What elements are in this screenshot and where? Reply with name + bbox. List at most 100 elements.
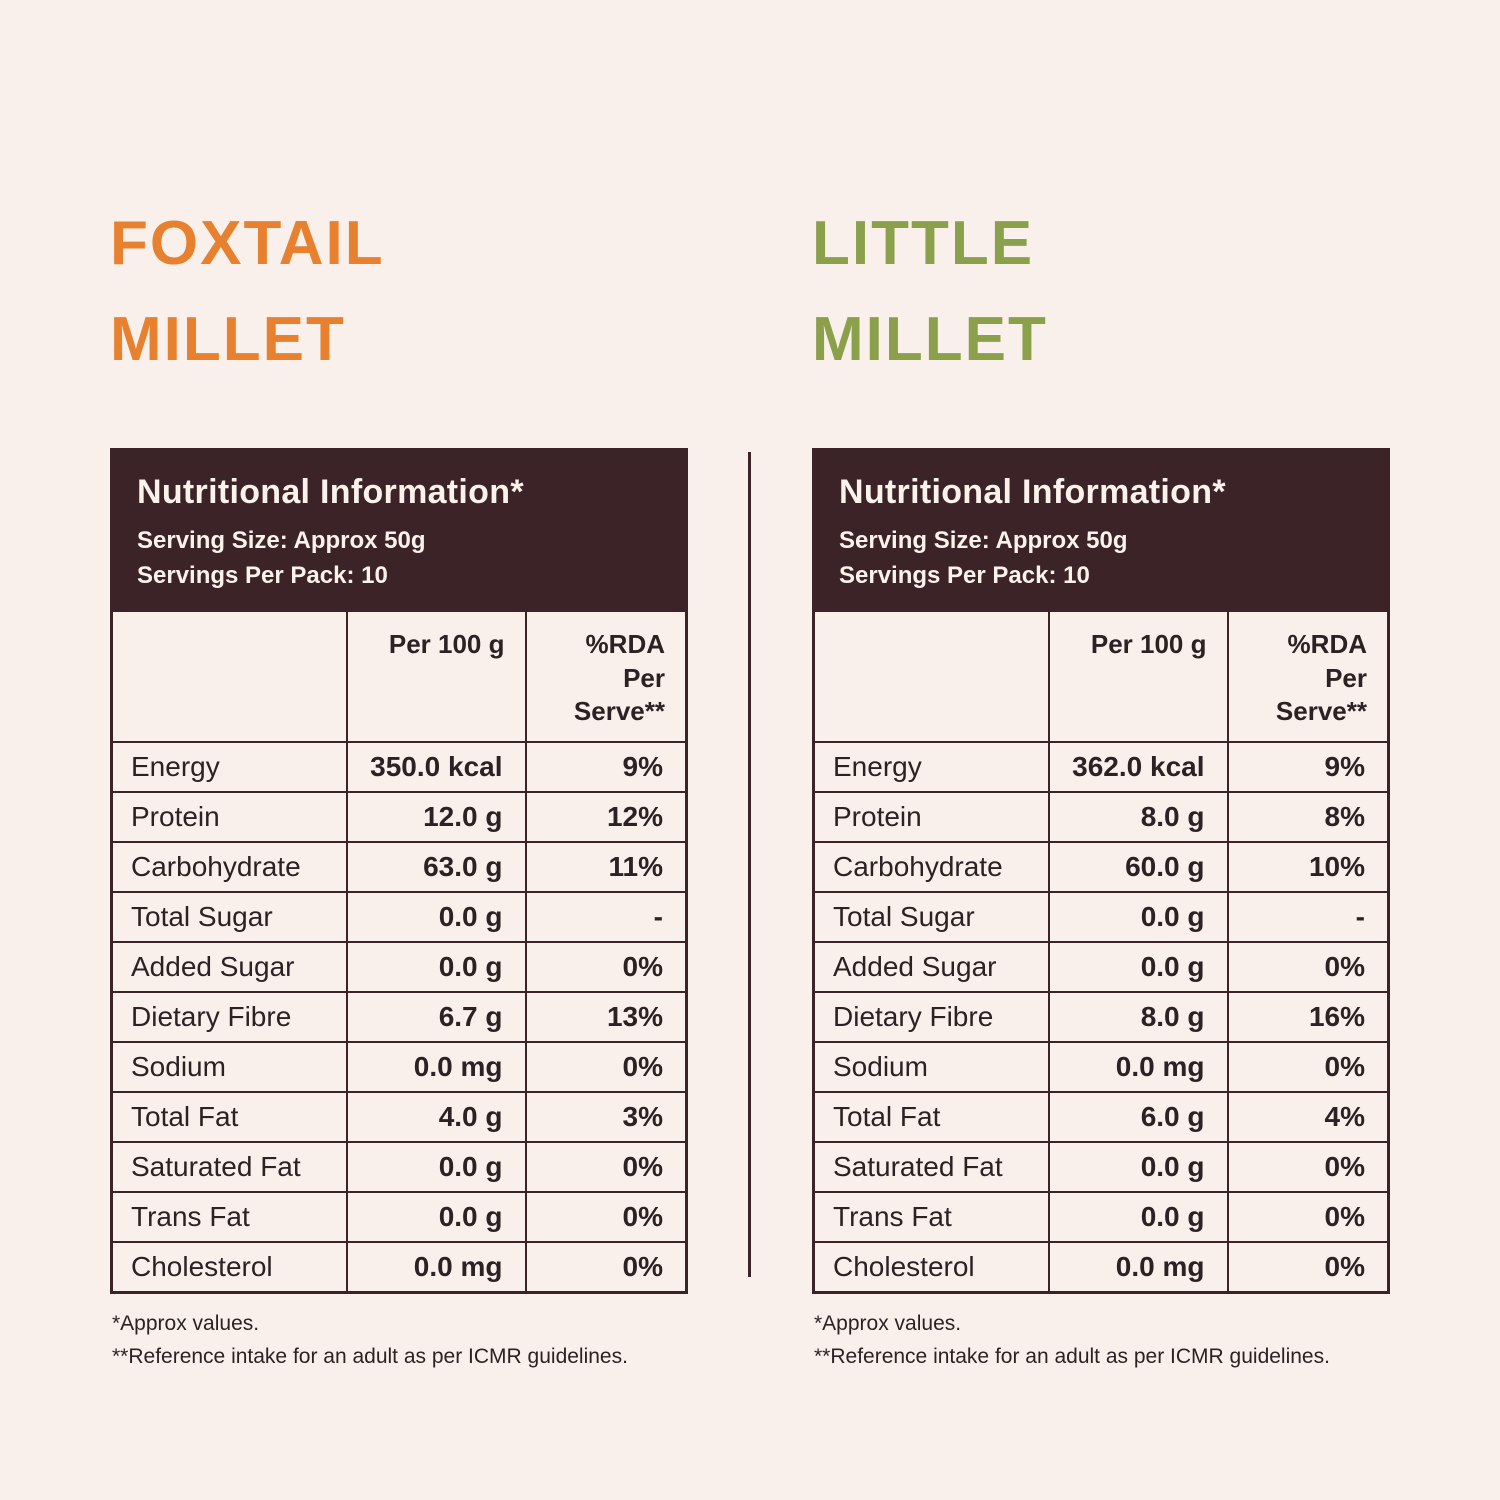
table-dark-header: Nutritional Information* Serving Size: A… [813, 449, 1389, 611]
value-per-100g: 0.0 g [346, 941, 527, 994]
column-header-per-100g: Per 100 g [346, 609, 527, 744]
nutrient-label: Trans Fat [812, 1191, 1051, 1244]
value-per-100g: 0.0 g [346, 891, 527, 944]
table-row: Cholesterol 0.0 mg 0% [110, 1241, 688, 1294]
nutrition-info-title: Nutritional Information* [137, 473, 524, 512]
table-row: Total Fat 6.0 g 4% [812, 1091, 1390, 1144]
footnote-reference: **Reference intake for an adult as per I… [112, 1344, 628, 1368]
nutrient-label: Saturated Fat [110, 1141, 349, 1194]
value-per-100g: 8.0 g [1048, 791, 1229, 844]
title-line-1: FOXTAIL [110, 209, 385, 278]
table-row: Total Fat 4.0 g 3% [110, 1091, 688, 1144]
table-row: Cholesterol 0.0 mg 0% [812, 1241, 1390, 1294]
column-header-per-100g: Per 100 g [1048, 609, 1229, 744]
value-per-100g: 0.0 mg [346, 1241, 527, 1294]
value-rda: 4% [1226, 1091, 1390, 1144]
nutrient-label: Saturated Fat [812, 1141, 1051, 1194]
table-row: Sodium 0.0 mg 0% [812, 1041, 1390, 1094]
table-row: Protein 12.0 g 12% [110, 791, 688, 844]
nutrient-label: Total Sugar [812, 891, 1051, 944]
panel-title-foxtail: FOXTAIL MILLET [110, 196, 688, 388]
serving-size-line: Serving Size: Approx 50g [137, 527, 426, 555]
table-row: Added Sugar 0.0 g 0% [110, 941, 688, 994]
value-rda: 11% [524, 841, 688, 894]
table-row: Carbohydrate 60.0 g 10% [812, 841, 1390, 894]
table-row: Carbohydrate 63.0 g 11% [110, 841, 688, 894]
nutrient-label: Total Fat [110, 1091, 349, 1144]
servings-per-pack-line: Servings Per Pack: 10 [839, 561, 1090, 589]
value-per-100g: 0.0 mg [1048, 1241, 1229, 1294]
column-header-rda: %RDA Per Serve** [1226, 609, 1390, 744]
table-row: Energy 350.0 kcal 9% [110, 741, 688, 794]
title-line-1: LITTLE [812, 209, 1035, 278]
nutrient-label: Sodium [110, 1041, 349, 1094]
value-rda: 13% [524, 991, 688, 1044]
value-rda: 0% [1226, 1141, 1390, 1194]
table-row: Trans Fat 0.0 g 0% [812, 1191, 1390, 1244]
value-per-100g: 0.0 g [1048, 941, 1229, 994]
nutrient-label: Carbohydrate [110, 841, 349, 894]
value-per-100g: 0.0 g [1048, 1191, 1229, 1244]
value-per-100g: 4.0 g [346, 1091, 527, 1144]
value-rda: 16% [1226, 991, 1390, 1044]
value-per-100g: 362.0 kcal [1048, 741, 1229, 794]
title-line-2: MILLET [812, 305, 1048, 375]
value-rda: 0% [1226, 1191, 1390, 1244]
table-row: Saturated Fat 0.0 g 0% [812, 1141, 1390, 1194]
nutrition-info-title: Nutritional Information* [839, 473, 1226, 512]
table-dark-header: Nutritional Information* Serving Size: A… [111, 449, 687, 611]
column-header-blank [111, 609, 349, 744]
nutrient-label: Protein [110, 791, 349, 844]
table-row: Dietary Fibre 6.7 g 13% [110, 991, 688, 1044]
value-rda: 9% [524, 741, 688, 794]
value-rda: 0% [524, 941, 688, 994]
value-per-100g: 0.0 g [1048, 891, 1229, 944]
value-per-100g: 6.7 g [346, 991, 527, 1044]
panel-title-little: LITTLE MILLET [812, 196, 1390, 388]
value-per-100g: 12.0 g [346, 791, 527, 844]
value-per-100g: 6.0 g [1048, 1091, 1229, 1144]
table-row: Added Sugar 0.0 g 0% [812, 941, 1390, 994]
value-per-100g: 0.0 g [346, 1141, 527, 1194]
table-row: Total Sugar 0.0 g- [110, 891, 688, 944]
column-header-rda: %RDA Per Serve** [524, 609, 688, 744]
value-rda: 8% [1226, 791, 1390, 844]
nutrient-label: Total Fat [812, 1091, 1051, 1144]
value-rda: 0% [524, 1041, 688, 1094]
value-rda: 10% [1226, 841, 1390, 894]
serving-size-line: Serving Size: Approx 50g [839, 527, 1128, 555]
nutrient-label: Total Sugar [110, 891, 349, 944]
servings-per-pack-line: Servings Per Pack: 10 [137, 561, 388, 589]
nutrient-label: Cholesterol [812, 1241, 1051, 1294]
nutrient-label: Added Sugar [110, 941, 349, 994]
value-per-100g: 350.0 kcal [346, 741, 527, 794]
column-header-row: Per 100 g %RDA Per Serve** [111, 609, 688, 744]
footnote-approx: *Approx values. [112, 1312, 260, 1336]
value-per-100g: 63.0 g [346, 841, 527, 894]
table-row: Total Sugar 0.0 g- [812, 891, 1390, 944]
value-rda: 12% [524, 791, 688, 844]
table-row: Dietary Fibre 8.0 g 16% [812, 991, 1390, 1044]
table-row: Sodium 0.0 mg 0% [110, 1041, 688, 1094]
value-rda: 3% [524, 1091, 688, 1144]
nutrition-table: Nutritional Information* Serving Size: A… [812, 448, 1390, 1295]
vertical-divider [748, 452, 751, 1277]
nutrition-table: Nutritional Information* Serving Size: A… [110, 448, 688, 1295]
value-per-100g: 0.0 g [346, 1191, 527, 1244]
value-rda: 0% [524, 1241, 688, 1294]
value-per-100g: 0.0 g [1048, 1141, 1229, 1194]
column-header-blank [813, 609, 1051, 744]
footnotes: *Approx values. **Reference intake for a… [110, 1308, 688, 1373]
nutrient-label: Dietary Fibre [812, 991, 1051, 1044]
value-rda: 0% [1226, 1241, 1390, 1294]
title-line-2: MILLET [110, 305, 346, 375]
nutrition-table-block: Nutritional Information* Serving Size: A… [110, 448, 688, 1373]
panel-foxtail-millet: FOXTAIL MILLET Nutritional Information* … [110, 196, 688, 1373]
value-per-100g: 8.0 g [1048, 991, 1229, 1044]
value-rda: 0% [524, 1191, 688, 1244]
nutrient-label: Carbohydrate [812, 841, 1051, 894]
value-rda: 0% [1226, 941, 1390, 994]
nutrition-table-block: Nutritional Information* Serving Size: A… [812, 448, 1390, 1373]
value-rda: 9% [1226, 741, 1390, 794]
